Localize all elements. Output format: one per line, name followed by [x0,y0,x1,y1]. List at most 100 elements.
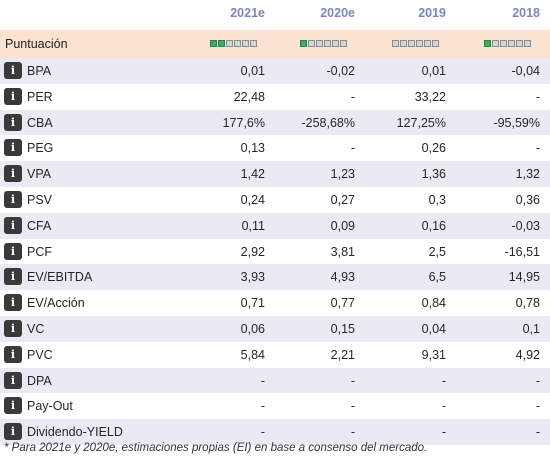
row-value: - [350,89,355,104]
column-2021e: 2021e [230,6,265,20]
row-value: -0,04 [511,64,541,78]
row-label: VPA [27,167,52,182]
row-value: - [535,399,540,414]
table-row: i BPA 0,01 -0,02 0,01 -0,04 [0,58,550,84]
table-row: i Pay-Out - - - - [0,393,550,419]
info-icon[interactable]: i [4,242,22,260]
score-box-filled [218,40,225,47]
score-meter-2021e [210,40,257,47]
score-box-empty [408,40,415,47]
score-row: Puntuación [0,30,550,58]
table-header: 2021e 2020e 2019 2018 [0,0,550,30]
score-meter-2020e [300,40,347,47]
info-icon[interactable]: i [4,62,22,79]
score-box-empty [524,40,531,47]
score-box-empty [432,40,439,47]
table-row: i PCF 2,92 3,81 2,5 -16,51 [0,239,550,265]
row-value: 22,48 [233,89,265,104]
row-value: - [441,399,446,414]
row-value: - [441,425,446,440]
score-box-empty [424,40,431,47]
score-box-filled [300,40,307,47]
row-value: -0,02 [326,64,356,78]
row-value: 177,6% [222,115,265,130]
row-value: 2,5 [428,244,446,259]
column-2018: 2018 [512,6,540,20]
row-value: 4,93 [330,270,355,285]
score-box-empty [250,40,257,47]
row-value: 0,06 [240,322,265,336]
row-value: 2,92 [240,244,265,259]
score-box-empty [492,40,499,47]
row-value: - [260,399,265,414]
table-row: i PSV 0,24 0,27 0,3 0,36 [0,187,550,213]
row-value: 9,31 [421,347,446,362]
info-icon[interactable]: i [4,345,22,363]
row-value: 1,42 [240,167,265,182]
row-value: 0,13 [240,141,265,156]
score-box-empty [340,40,347,47]
info-icon[interactable]: i [4,268,22,286]
info-icon[interactable]: i [4,320,22,337]
score-box-empty [392,40,399,47]
score-box-empty [416,40,423,47]
row-value: 0,77 [330,296,355,311]
row-value: 0,71 [240,296,265,311]
row-value: 127,25% [396,115,446,130]
row-value: - [260,425,265,440]
row-value: 0,84 [421,296,446,311]
row-label: CBA [27,115,53,130]
row-value: 33,22 [414,89,446,104]
score-box-empty [242,40,249,47]
info-icon[interactable]: i [4,216,22,234]
row-value: - [350,425,355,440]
row-value: 1,32 [515,167,540,182]
info-icon[interactable]: i [4,423,22,441]
table-row: i PEG 0,13 - 0,26 - [0,135,550,161]
table-row: i PER 22,48 - 33,22 - [0,84,550,110]
row-value: 0,24 [240,193,265,207]
row-label: PEG [27,141,54,156]
row-value: 5,84 [240,347,265,362]
info-icon[interactable]: i [4,139,22,157]
score-label: Puntuación [5,37,68,51]
info-icon[interactable]: i [4,87,22,105]
row-value: 6,5 [428,270,446,285]
row-label: PCF [27,244,52,259]
row-value: -16,51 [504,244,540,259]
footnote: * Para 2021e y 2020e, estimaciones propi… [4,442,428,454]
score-meter-2018 [484,40,531,47]
row-value: 2,21 [330,347,355,362]
info-icon[interactable]: i [4,165,22,183]
info-icon[interactable]: i [4,371,22,389]
info-icon[interactable]: i [4,397,22,415]
row-value: - [350,141,355,156]
row-value: 0,04 [421,322,446,336]
row-label: Pay-Out [27,399,73,414]
row-value: - [260,373,265,388]
row-value: 14,95 [508,270,540,285]
table-row: i VC 0,06 0,15 0,04 0,1 [0,316,550,342]
table-row: i EV/Acción 0,71 0,77 0,84 0,78 [0,290,550,316]
score-box-empty [500,40,507,47]
row-label: PER [27,89,53,104]
row-value: 3,93 [240,270,265,285]
score-box-empty [316,40,323,47]
score-box-empty [226,40,233,47]
row-label: EV/Acción [27,296,85,311]
row-value: 0,16 [421,218,446,233]
column-2019: 2019 [418,6,446,20]
score-box-empty [516,40,523,47]
info-icon[interactable]: i [4,113,22,131]
table-row: i CBA 177,6% -258,68% 127,25% -95,59% [0,109,550,136]
info-icon[interactable]: i [4,294,22,312]
info-icon[interactable]: i [4,191,22,208]
row-value: 0,3 [428,193,446,207]
row-value: 1,23 [330,167,355,182]
table-row: i DPA - - - - [0,367,550,394]
row-label: VC [27,322,45,336]
row-label: Dividendo-YIELD [27,425,123,440]
row-value: 0,36 [515,193,540,207]
row-value: - [441,373,446,388]
row-value: - [535,373,540,388]
